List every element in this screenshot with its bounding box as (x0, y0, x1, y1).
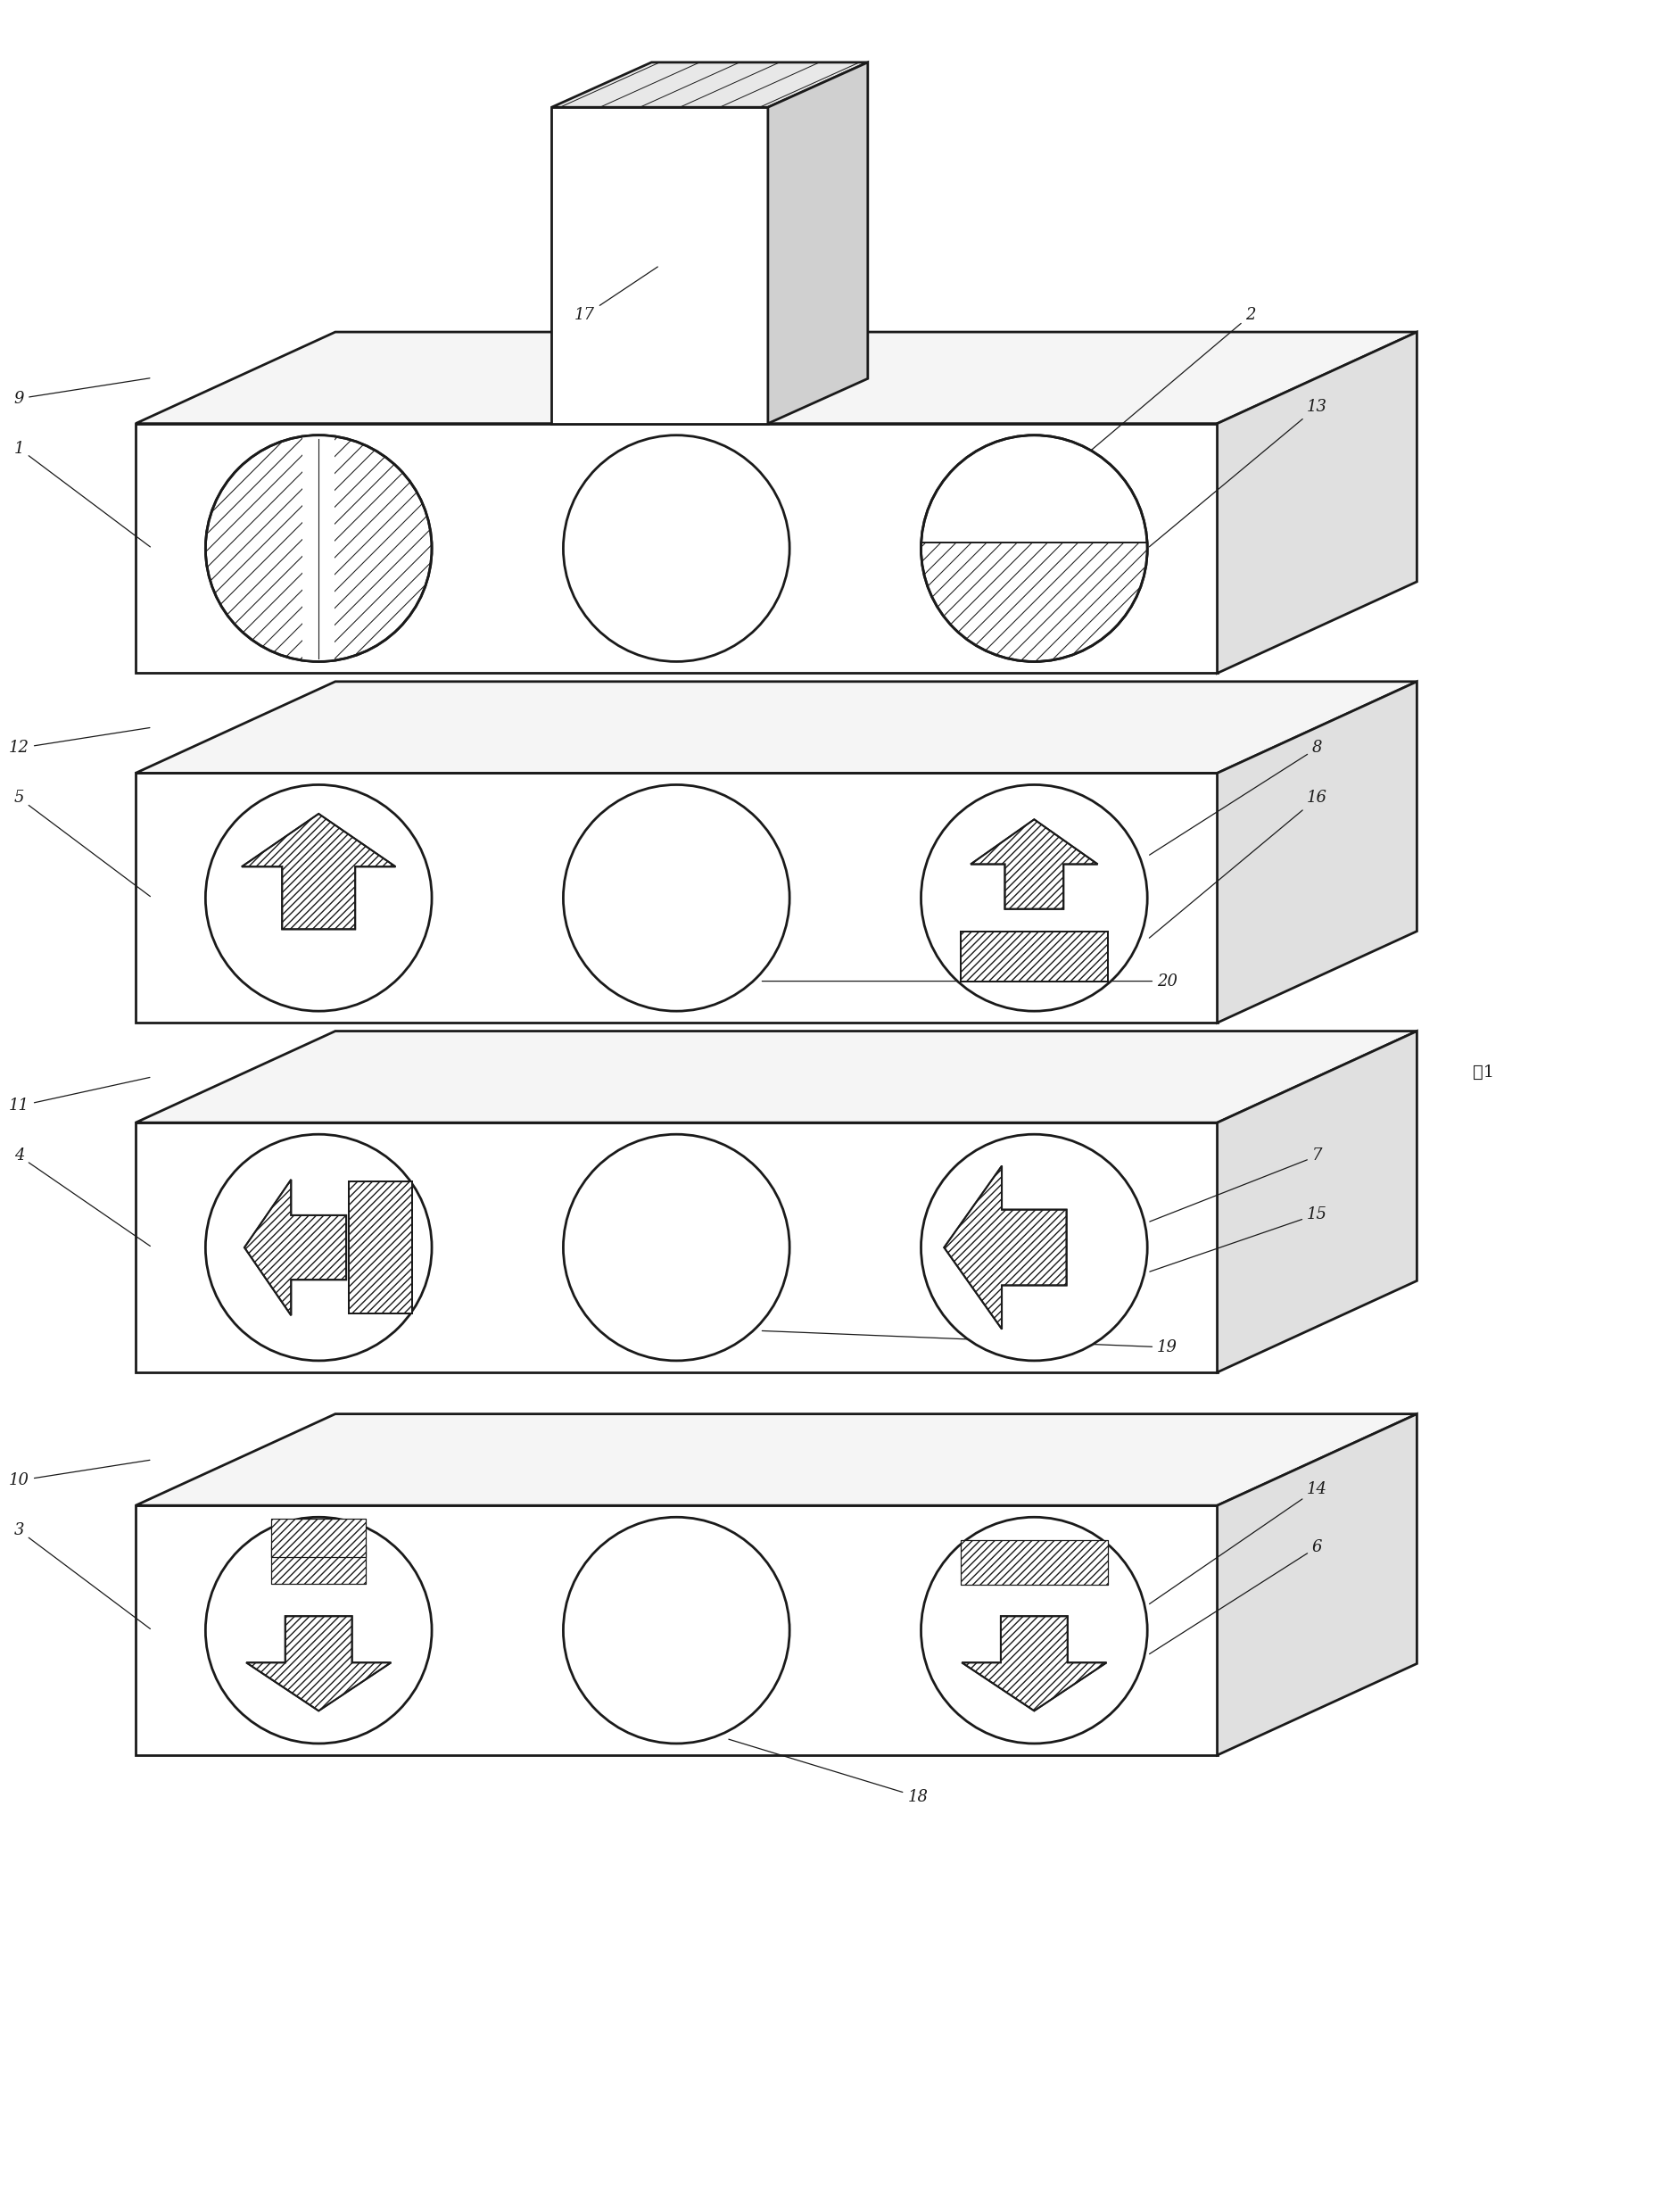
Circle shape (562, 436, 789, 661)
Circle shape (921, 785, 1147, 1011)
Polygon shape (135, 1031, 1417, 1124)
Polygon shape (135, 681, 1417, 774)
Text: 17: 17 (574, 268, 658, 323)
Polygon shape (961, 931, 1108, 982)
Text: 16: 16 (1150, 790, 1327, 938)
Text: 2: 2 (1036, 307, 1255, 498)
Polygon shape (1217, 681, 1417, 1022)
Text: 10: 10 (8, 1460, 150, 1489)
Text: 14: 14 (1150, 1480, 1327, 1604)
Polygon shape (135, 422, 1217, 672)
Circle shape (205, 1135, 432, 1360)
Text: 7: 7 (1150, 1148, 1322, 1221)
Text: 13: 13 (1150, 398, 1327, 546)
Circle shape (205, 1517, 432, 1743)
Polygon shape (1217, 1031, 1417, 1371)
Polygon shape (552, 108, 768, 422)
Text: 9: 9 (13, 378, 150, 407)
Polygon shape (135, 774, 1217, 1022)
Polygon shape (768, 62, 868, 422)
Text: 6: 6 (1150, 1540, 1322, 1655)
Circle shape (562, 1135, 789, 1360)
Text: 5: 5 (13, 790, 150, 896)
Circle shape (921, 1517, 1147, 1743)
Circle shape (562, 1517, 789, 1743)
Text: 1: 1 (13, 440, 150, 546)
Polygon shape (349, 1181, 412, 1314)
Polygon shape (945, 1166, 1066, 1329)
Text: 4: 4 (13, 1148, 150, 1245)
Polygon shape (244, 1179, 345, 1316)
Text: 11: 11 (8, 1077, 150, 1115)
Polygon shape (302, 436, 334, 661)
Circle shape (921, 1135, 1147, 1360)
Polygon shape (135, 1506, 1217, 1754)
Text: 图1: 图1 (1472, 1064, 1494, 1082)
Polygon shape (1217, 332, 1417, 672)
Text: 15: 15 (1150, 1206, 1327, 1272)
Text: 18: 18 (729, 1739, 928, 1805)
Text: 12: 12 (8, 728, 150, 757)
Circle shape (205, 436, 432, 661)
Polygon shape (270, 1546, 366, 1584)
Text: 20: 20 (763, 973, 1178, 989)
Polygon shape (961, 1540, 1108, 1586)
Circle shape (921, 436, 1147, 661)
Polygon shape (242, 814, 396, 929)
Polygon shape (552, 62, 868, 108)
Polygon shape (135, 332, 1417, 422)
Text: 19: 19 (763, 1332, 1178, 1356)
Polygon shape (135, 1124, 1217, 1371)
Circle shape (562, 785, 789, 1011)
Polygon shape (971, 818, 1098, 909)
Circle shape (205, 785, 432, 1011)
Polygon shape (247, 1617, 391, 1710)
Text: 3: 3 (13, 1522, 150, 1628)
Text: 8: 8 (1150, 741, 1322, 856)
Polygon shape (1217, 1413, 1417, 1754)
Polygon shape (270, 1517, 366, 1557)
Polygon shape (961, 1617, 1107, 1710)
Polygon shape (135, 1413, 1417, 1506)
